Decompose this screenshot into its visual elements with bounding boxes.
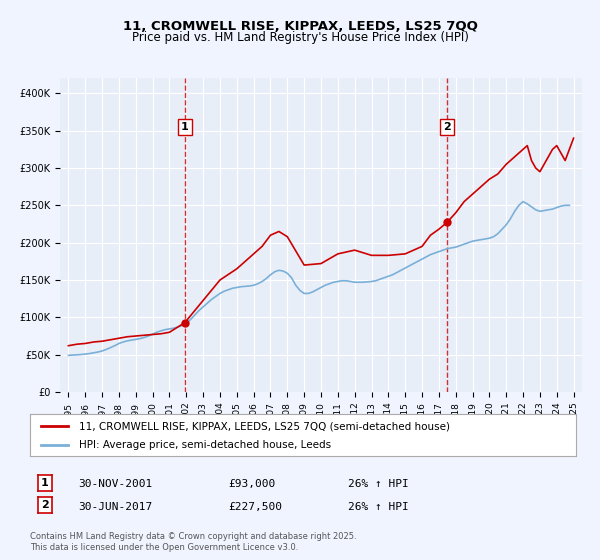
- Text: 26% ↑ HPI: 26% ↑ HPI: [348, 502, 409, 512]
- Text: Contains HM Land Registry data © Crown copyright and database right 2025.
This d: Contains HM Land Registry data © Crown c…: [30, 532, 356, 552]
- Text: Price paid vs. HM Land Registry's House Price Index (HPI): Price paid vs. HM Land Registry's House …: [131, 31, 469, 44]
- Text: £227,500: £227,500: [228, 502, 282, 512]
- Text: 26% ↑ HPI: 26% ↑ HPI: [348, 479, 409, 489]
- Text: 11, CROMWELL RISE, KIPPAX, LEEDS, LS25 7QQ: 11, CROMWELL RISE, KIPPAX, LEEDS, LS25 7…: [122, 20, 478, 32]
- Text: 1: 1: [41, 478, 49, 488]
- Text: 1: 1: [181, 122, 189, 132]
- Text: 11, CROMWELL RISE, KIPPAX, LEEDS, LS25 7QQ (semi-detached house): 11, CROMWELL RISE, KIPPAX, LEEDS, LS25 7…: [79, 421, 450, 431]
- Text: £93,000: £93,000: [228, 479, 275, 489]
- Text: 2: 2: [41, 500, 49, 510]
- Text: 30-JUN-2017: 30-JUN-2017: [78, 502, 152, 512]
- Text: 30-NOV-2001: 30-NOV-2001: [78, 479, 152, 489]
- Text: HPI: Average price, semi-detached house, Leeds: HPI: Average price, semi-detached house,…: [79, 440, 331, 450]
- Text: 2: 2: [443, 122, 451, 132]
